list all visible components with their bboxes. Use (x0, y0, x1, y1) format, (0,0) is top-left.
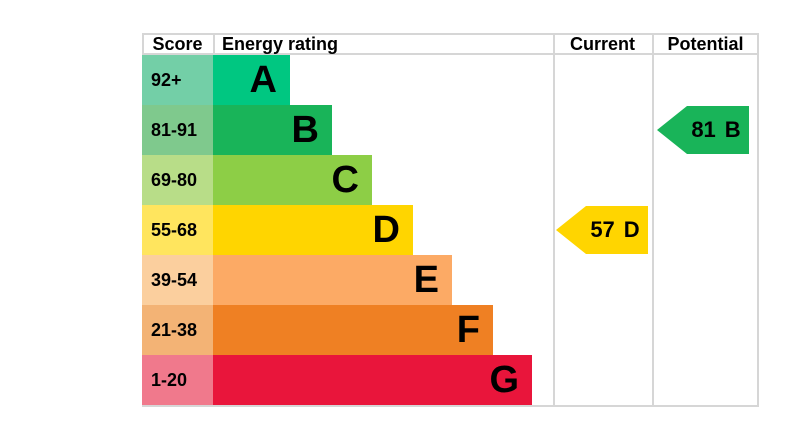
rating-bar-f: F (213, 305, 493, 355)
table-left-border (142, 33, 144, 55)
potential-band-letter: B (724, 117, 741, 142)
score-range: 1-20 (142, 355, 213, 405)
band-row-d: 55-68 D (142, 205, 532, 255)
header-potential: Potential (667, 34, 744, 54)
potential-rating-arrow: 81 B (657, 106, 749, 154)
score-range: 69-80 (142, 155, 213, 205)
band-row-a: 92+ A (142, 55, 532, 105)
current-rating-arrow: 57 D (556, 206, 648, 254)
header-current: Current (569, 34, 635, 54)
rating-bar-g: G (213, 355, 532, 405)
score-range: 39-54 (142, 255, 213, 305)
rating-letter: A (249, 59, 277, 101)
potential-score-value: 81 (691, 117, 716, 142)
current-band-letter: D (623, 217, 640, 242)
score-range: 81-91 (142, 105, 213, 155)
band-row-b: 81-91 B (142, 105, 532, 155)
rating-letter: B (291, 109, 319, 151)
rating-bar-e: E (213, 255, 452, 305)
table-right-border (757, 33, 759, 405)
score-range: 21-38 (142, 305, 213, 355)
header-energy-rating: Energy rating (222, 34, 339, 54)
rating-letter: G (489, 359, 519, 401)
band-row-f: 21-38 F (142, 305, 532, 355)
rating-bar-a: A (213, 55, 290, 105)
score-range: 55-68 (142, 205, 213, 255)
score-range: 92+ (142, 55, 213, 105)
rating-letter: C (331, 159, 359, 201)
current-score-value: 57 (590, 217, 615, 242)
rating-bar-c: C (213, 155, 372, 205)
rating-bar-d: D (213, 205, 413, 255)
score-column-border (213, 33, 215, 55)
band-row-c: 69-80 C (142, 155, 532, 205)
band-row-g: 1-20 G (142, 355, 532, 405)
band-rows: 92+ A 81-91 B 69-80 C 55-68 D 39-54 E 21-38 F 1-20 G (142, 55, 532, 405)
potential-column-border (652, 33, 654, 405)
rating-letter: E (413, 259, 439, 301)
rating-bar-b: B (213, 105, 332, 155)
rating-table: Score Energy rating Current Potential 92… (142, 33, 759, 407)
rating-letter: D (372, 209, 400, 251)
band-row-e: 39-54 E (142, 255, 532, 305)
rating-letter: F (456, 309, 480, 351)
header-score: Score (152, 34, 203, 54)
table-header: Score Energy rating Current Potential (142, 33, 759, 55)
current-column-border (553, 33, 555, 405)
